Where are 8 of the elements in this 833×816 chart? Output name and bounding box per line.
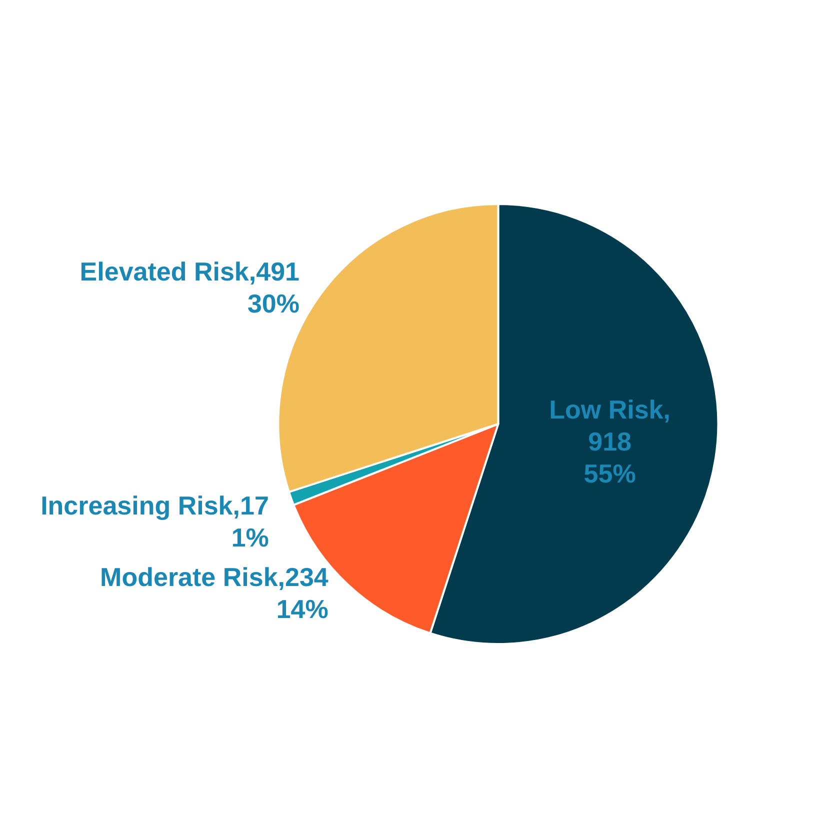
data-label: 55% (584, 458, 636, 489)
slice-label: Moderate Risk,234 (100, 562, 329, 592)
data-label: 30% (247, 288, 300, 319)
data-label: 1% (231, 522, 269, 553)
slice-label: Increasing Risk,17 (40, 490, 269, 521)
data-label: 14% (276, 594, 328, 624)
slice-label: Low Risk,918 (549, 394, 670, 457)
slice-label: Elevated Risk,491 (80, 256, 300, 287)
